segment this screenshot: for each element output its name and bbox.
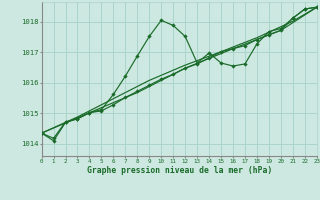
X-axis label: Graphe pression niveau de la mer (hPa): Graphe pression niveau de la mer (hPa) — [87, 166, 272, 175]
